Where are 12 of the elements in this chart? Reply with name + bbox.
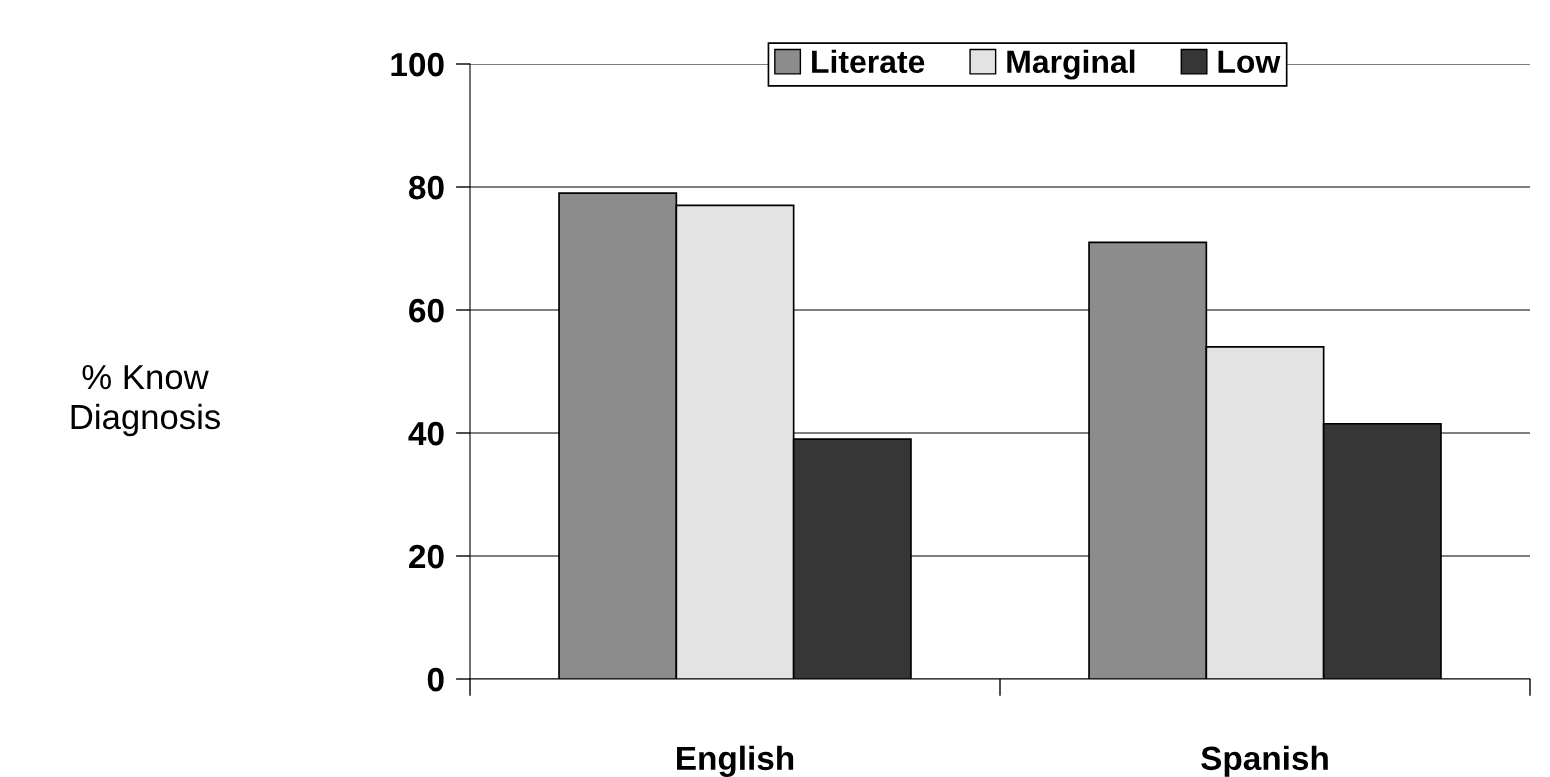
- legend-label: Literate: [812, 49, 925, 74]
- y-tick-label: 0: [427, 667, 444, 692]
- y-tick-label: 80: [408, 175, 444, 200]
- x-tick-label: Spanish: [1201, 745, 1328, 777]
- y-tick-label: 60: [409, 298, 444, 323]
- x-tick-label: English: [677, 745, 794, 777]
- y-axis-title: % Know Diagnosis: [71, 364, 220, 437]
- legend-label: Low: [1218, 50, 1281, 74]
- y-tick-label: 40: [408, 421, 444, 446]
- y-tick-label: 100: [391, 52, 444, 77]
- y-tick-label: 20: [409, 544, 444, 569]
- legend-label: Marginal: [1007, 49, 1135, 80]
